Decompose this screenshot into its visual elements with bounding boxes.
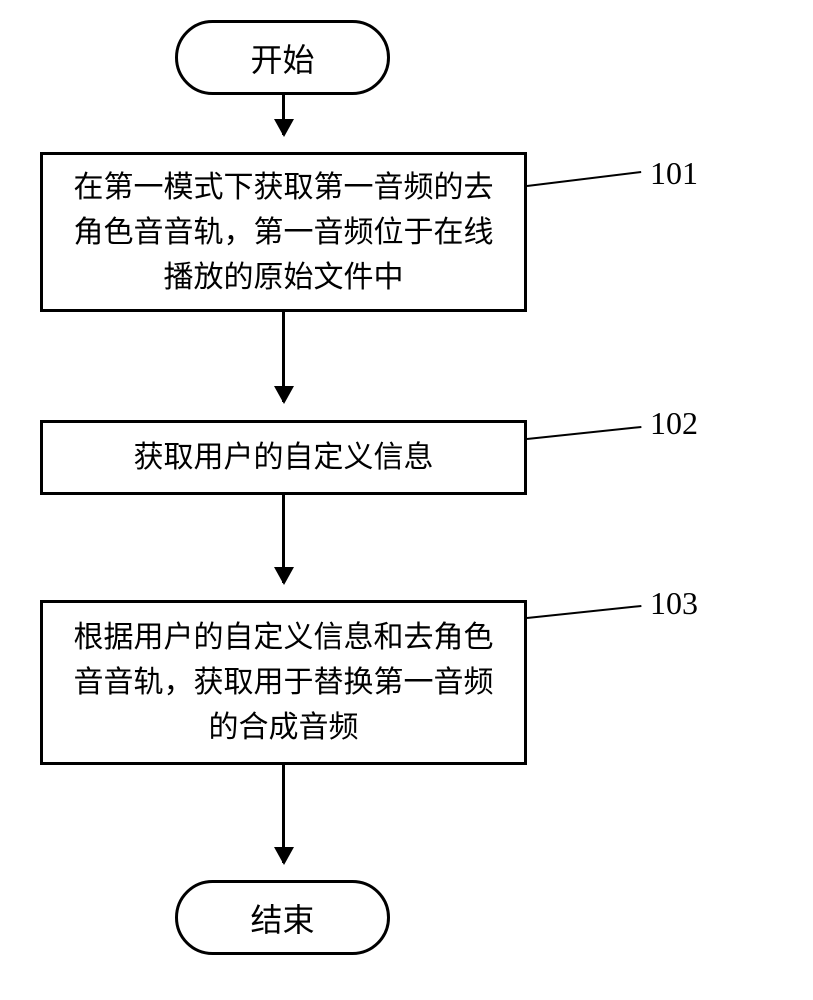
label-101: 101 (650, 155, 698, 192)
step2-node: 获取用户的自定义信息 (40, 420, 527, 495)
arrow-step1-to-step2 (282, 312, 285, 402)
arrow-step2-to-step3 (282, 495, 285, 583)
end-label: 结束 (250, 895, 314, 941)
start-label: 开始 (250, 35, 314, 81)
step1-node: 在第一模式下获取第一音频的去角色音音轨，第一音频位于在线播放的原始文件中 (40, 152, 527, 312)
arrow-step3-to-end (282, 765, 285, 863)
start-node: 开始 (175, 20, 390, 95)
step3-label: 根据用户的自定义信息和去角色音音轨，获取用于替换第一音频的合成音频 (63, 615, 504, 750)
label-line-102 (527, 426, 642, 440)
label-102: 102 (650, 405, 698, 442)
label-line-101 (527, 171, 641, 187)
step2-label: 获取用户的自定义信息 (134, 435, 434, 480)
arrow-start-to-step1 (282, 95, 285, 135)
label-103: 103 (650, 585, 698, 622)
end-node: 结束 (175, 880, 390, 955)
label-line-103 (527, 605, 642, 619)
step3-node: 根据用户的自定义信息和去角色音音轨，获取用于替换第一音频的合成音频 (40, 600, 527, 765)
step1-label: 在第一模式下获取第一音频的去角色音音轨，第一音频位于在线播放的原始文件中 (63, 165, 504, 300)
